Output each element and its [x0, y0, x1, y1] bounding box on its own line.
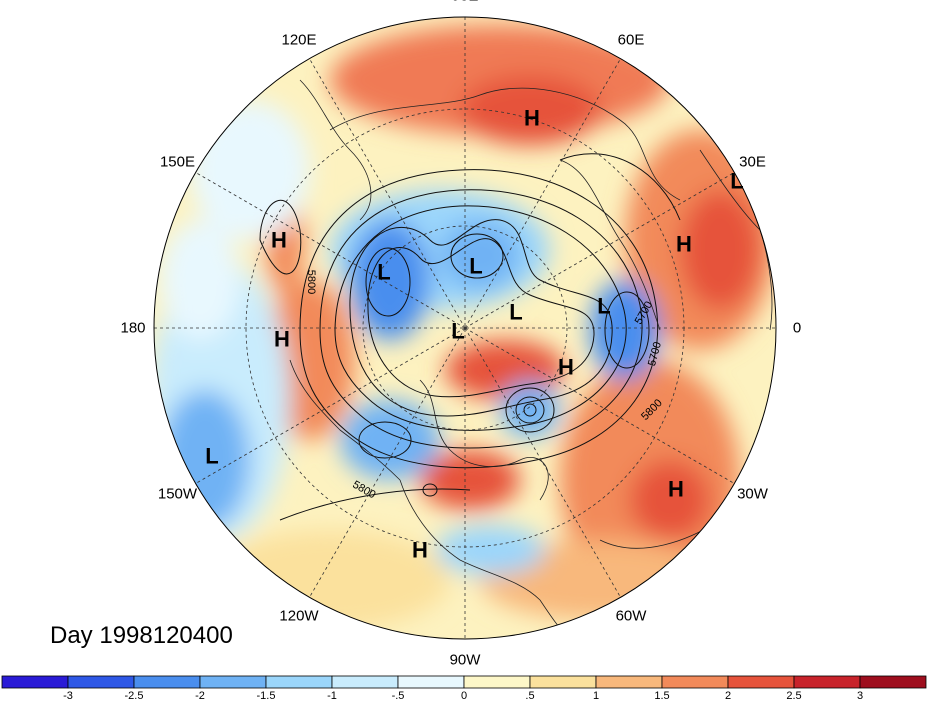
colorbar-swatch: [595, 675, 663, 689]
graticule: [154, 17, 776, 639]
colorbar-tick-label: 1.5: [654, 690, 669, 702]
colorbar-swatch: [859, 675, 927, 689]
colorbar-tick-label: -1: [327, 690, 337, 702]
colorbar-tick-label: -.5: [392, 690, 405, 702]
longitude-label: 30W: [737, 485, 768, 503]
colorbar-tick-label: 2: [725, 690, 731, 702]
pressure-centers: H L H H L L L L L H H L H H: [205, 106, 743, 563]
longitude-label: 120E: [281, 31, 317, 49]
high-pressure-marker: H: [558, 355, 574, 380]
colorbar-swatch: [1, 675, 69, 689]
colorbar-tick-label: -2: [195, 690, 205, 702]
colorbar: -3 -2.5 -2 -1.5 -1 -.5 0 .5 1 1.5 2 2.5 3: [1, 675, 927, 702]
low-pressure-marker: L: [597, 294, 610, 319]
low-pressure-marker: L: [451, 319, 464, 344]
colorbar-swatch: [463, 675, 531, 689]
low-pressure-marker: L: [509, 300, 522, 325]
colorbar-swatch: [67, 675, 135, 689]
anomaly-field: [154, 17, 776, 639]
colorbar-swatch: [727, 675, 795, 689]
low-pressure-marker: L: [377, 260, 390, 285]
colorbar-tick-label: 1: [593, 690, 599, 702]
high-pressure-marker: H: [271, 228, 287, 253]
colorbar-swatch: [397, 675, 465, 689]
longitude-label: 90W: [449, 651, 481, 669]
colorbar-tick-label: .5: [525, 690, 534, 702]
high-pressure-marker: H: [524, 106, 540, 131]
colorbar-tick-label: 2.5: [786, 690, 801, 702]
date-label: Day 1998120400: [50, 622, 233, 649]
colorbar-swatch: [793, 675, 861, 689]
longitude-label: 150E: [159, 153, 195, 171]
colorbar-swatch: [133, 675, 201, 689]
longitude-label: 60E: [617, 31, 645, 49]
colorbar-tick-label: -3: [63, 690, 73, 702]
longitude-label: 180: [120, 319, 146, 337]
low-pressure-marker: L: [730, 169, 743, 194]
longitude-label: 120W: [279, 607, 319, 625]
colorbar-swatch: [529, 675, 597, 689]
low-pressure-marker: L: [469, 254, 482, 279]
high-pressure-marker: H: [412, 538, 428, 563]
high-pressure-marker: H: [274, 327, 290, 352]
longitude-label: 0: [792, 319, 802, 337]
height-contours: [259, 153, 681, 521]
colorbar-tick-label: 3: [857, 690, 863, 702]
colorbar-swatch: [331, 675, 399, 689]
longitude-label: 150W: [157, 485, 198, 503]
colorbar-tick-label: -2.5: [125, 690, 144, 702]
colorbar-tick-label: -1.5: [257, 690, 276, 702]
colorbar-swatch: [265, 675, 333, 689]
longitude-label: 30E: [739, 153, 766, 171]
map-border: [153, 16, 777, 640]
colorbar-tick-label: 0: [461, 690, 467, 702]
high-pressure-marker: H: [668, 477, 684, 502]
longitude-label: 90E: [452, 0, 479, 5]
colorbar-swatch: [199, 675, 267, 689]
low-pressure-marker: L: [205, 444, 218, 469]
high-pressure-marker: H: [676, 232, 692, 257]
colorbar-swatch: [661, 675, 729, 689]
contour-label: 5800: [305, 270, 317, 294]
longitude-label: 60W: [615, 607, 647, 625]
